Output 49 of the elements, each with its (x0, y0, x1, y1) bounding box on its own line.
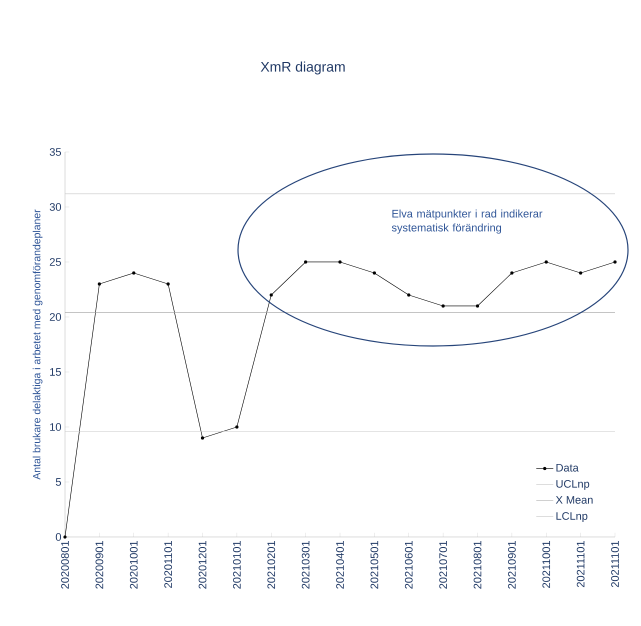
x-tick-label: 20200801 (61, 541, 69, 589)
x-tick-label: 20210601 (404, 541, 413, 589)
y-axis-title: Antal brukare delaktiga i arbetet med genomförandeplaner (32, 210, 42, 480)
y-tick-label: 5 (56, 478, 62, 486)
point (510, 271, 514, 275)
point (132, 271, 136, 275)
x-tick-label: 20210301 (302, 541, 310, 589)
legend-label: LCLnp (556, 512, 588, 522)
point (407, 293, 410, 297)
y-tick-label: 0 (56, 533, 62, 541)
point (166, 282, 170, 286)
x-tick-label: 20200901 (96, 541, 104, 589)
point (579, 271, 582, 275)
x-tick-label: 20210101 (233, 541, 241, 589)
x-tick-label: 20201201 (198, 541, 206, 589)
legend-label: X Mean (556, 496, 593, 504)
x-tick-label: 20210501 (370, 541, 378, 589)
x-tick-label: 20211101 (611, 541, 619, 588)
x-tick-label: 20210901 (508, 541, 516, 589)
y-tick-label: 20 (50, 313, 62, 321)
point (304, 260, 308, 264)
x-tick-label: 20210801 (474, 541, 482, 589)
x-tick-label: 20201001 (130, 541, 138, 589)
x-tick-label: 20210201 (267, 541, 276, 589)
y-tick-label: 25 (50, 258, 62, 266)
point (372, 271, 376, 275)
y-tick-label: 35 (50, 148, 62, 156)
point (270, 293, 273, 297)
point (98, 282, 101, 286)
x-tick-label: 20211101 (576, 541, 585, 588)
x-tick-label: 20211001 (542, 541, 550, 588)
legend-label: UCLnp (556, 480, 590, 490)
point (200, 436, 204, 440)
chart-title: XmR diagram (260, 61, 345, 74)
x-tick-label: 20210701 (439, 541, 448, 589)
y-tick-label: 30 (50, 203, 62, 211)
legend-label: Data (556, 464, 579, 472)
point (544, 260, 548, 264)
point (613, 260, 617, 264)
x-tick-label: 20210401 (336, 541, 344, 589)
y-tick-label: 10 (50, 423, 62, 431)
y-tick-label: 15 (50, 368, 62, 376)
point (235, 425, 238, 429)
point (63, 535, 67, 539)
point (338, 260, 342, 264)
x-tick-label: 20201101 (164, 541, 172, 588)
point (442, 304, 445, 308)
point (476, 304, 480, 308)
annotation: Elva mätpunkter i rad indikerar systematisk förändring (392, 210, 542, 234)
